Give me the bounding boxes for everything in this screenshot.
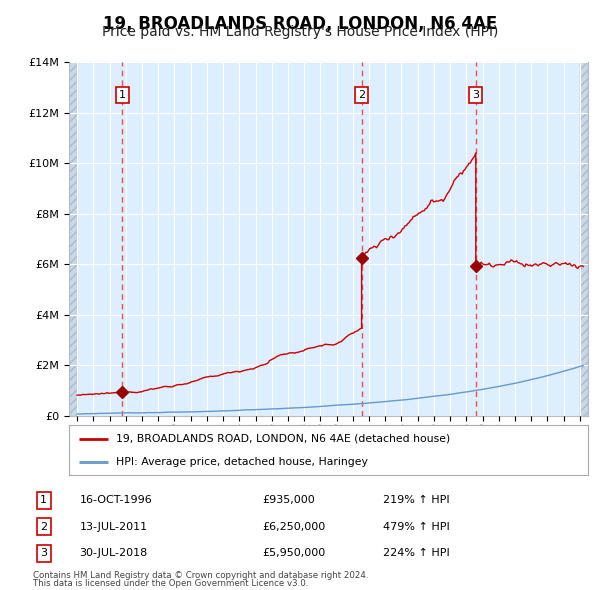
Text: 219% ↑ HPI: 219% ↑ HPI (383, 496, 450, 505)
Bar (69, 62, 77, 416)
Text: HPI: Average price, detached house, Haringey: HPI: Average price, detached house, Hari… (116, 457, 368, 467)
Text: This data is licensed under the Open Government Licence v3.0.: This data is licensed under the Open Gov… (33, 579, 308, 588)
Text: £6,250,000: £6,250,000 (262, 522, 325, 532)
Text: £935,000: £935,000 (262, 496, 314, 505)
Text: 3: 3 (40, 548, 47, 558)
Text: 479% ↑ HPI: 479% ↑ HPI (383, 522, 450, 532)
Text: 1: 1 (119, 90, 126, 100)
Text: 19, BROADLANDS ROAD, LONDON, N6 4AE: 19, BROADLANDS ROAD, LONDON, N6 4AE (103, 15, 497, 33)
Text: 16-OCT-1996: 16-OCT-1996 (80, 496, 152, 505)
Text: 2: 2 (358, 90, 365, 100)
Text: Price paid vs. HM Land Registry's House Price Index (HPI): Price paid vs. HM Land Registry's House … (102, 25, 498, 40)
Text: 1: 1 (40, 496, 47, 505)
Bar (580, 62, 588, 416)
Text: 19, BROADLANDS ROAD, LONDON, N6 4AE (detached house): 19, BROADLANDS ROAD, LONDON, N6 4AE (det… (116, 434, 450, 444)
Text: 224% ↑ HPI: 224% ↑ HPI (383, 548, 450, 558)
Text: £5,950,000: £5,950,000 (262, 548, 325, 558)
Text: Contains HM Land Registry data © Crown copyright and database right 2024.: Contains HM Land Registry data © Crown c… (33, 571, 368, 580)
Text: 30-JUL-2018: 30-JUL-2018 (80, 548, 148, 558)
Text: 13-JUL-2011: 13-JUL-2011 (80, 522, 148, 532)
Text: 3: 3 (472, 90, 479, 100)
Text: 2: 2 (40, 522, 47, 532)
